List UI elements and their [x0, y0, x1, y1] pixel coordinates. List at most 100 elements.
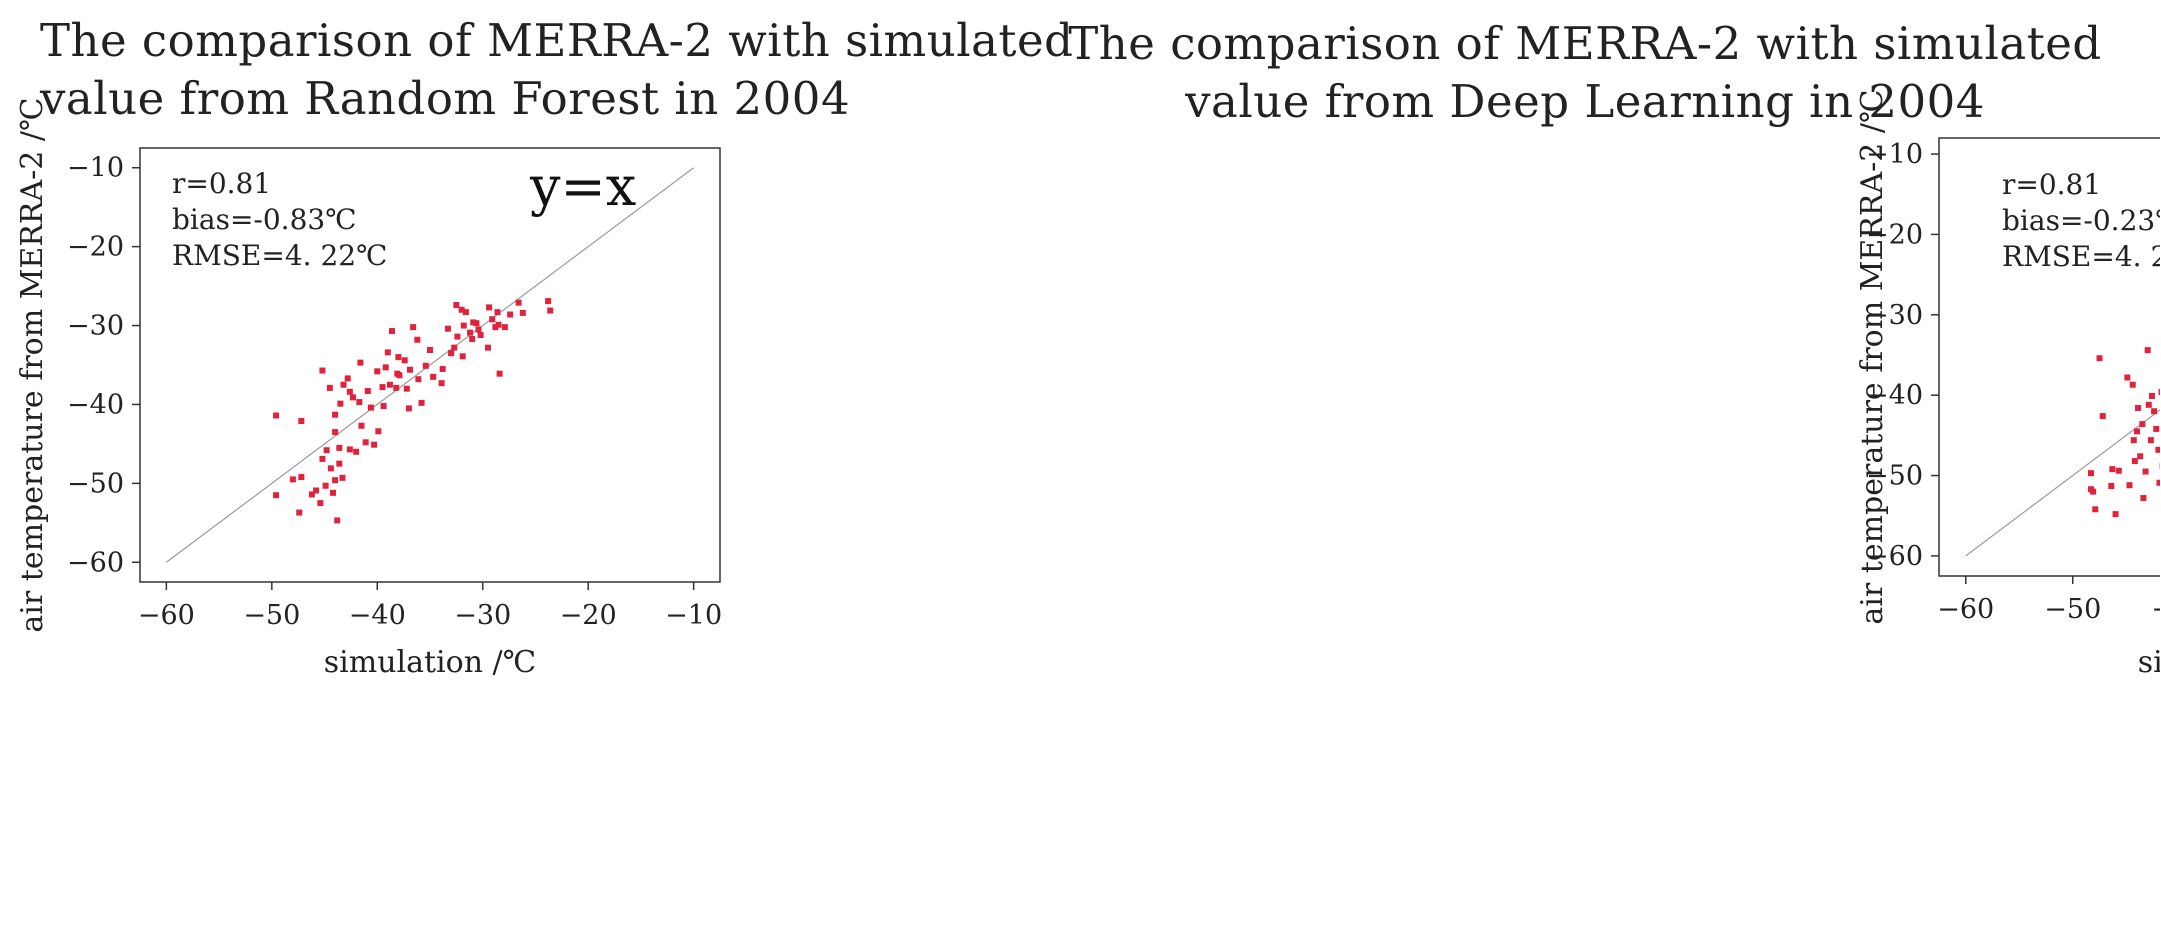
y-axis-label: air temperature from MERRA-2 /℃ [15, 97, 50, 632]
stat-annotation: r=0.81 [172, 167, 271, 200]
y-tick-label: −50 [1866, 461, 1923, 492]
data-point [470, 319, 477, 326]
data-point [386, 381, 393, 388]
data-point [336, 460, 343, 467]
x-tick-label: −20 [560, 600, 617, 631]
data-point [453, 302, 460, 309]
y-tick-label: −40 [67, 389, 124, 420]
y-tick-label: −30 [67, 311, 124, 342]
reference-line-label: y=x [529, 155, 636, 218]
data-point [2130, 437, 2137, 444]
scatter-chart-random-forest: −60 −50 −40 −30 −20 −10 −60 −50 −40 −30 −20 −10 y=x r… [15, 97, 722, 680]
y-tick-label: −60 [1866, 541, 1923, 572]
data-point [357, 359, 364, 366]
data-point [395, 354, 402, 361]
stat-annotation: bias=-0.23℃ [2002, 204, 2160, 237]
x-tick-label: −40 [2151, 594, 2160, 625]
data-point [469, 335, 476, 342]
data-point [439, 365, 446, 372]
data-point [438, 380, 445, 387]
data-point [379, 384, 386, 391]
data-point [519, 309, 526, 316]
plot-frame [139, 147, 721, 583]
reference-line-y-equals-x [166, 167, 694, 563]
data-point [427, 347, 433, 354]
data-point [458, 306, 465, 313]
data-point [289, 476, 296, 483]
data-point [346, 388, 353, 395]
data-point [2099, 413, 2106, 420]
data-point [339, 474, 346, 481]
data-point [462, 309, 469, 316]
y-tick-label: −10 [1866, 139, 1923, 170]
data-point [501, 324, 508, 331]
stat-annotation: r=0.81 [2002, 168, 2101, 201]
data-point [393, 384, 400, 391]
data-point [2155, 446, 2160, 453]
data-point [489, 316, 496, 323]
data-point [336, 444, 343, 451]
y-tick-label: −10 [67, 153, 124, 184]
plot-frame [1938, 137, 2160, 577]
data-point [401, 357, 408, 364]
data-point [353, 448, 360, 455]
data-point [2156, 479, 2160, 486]
data-point [382, 364, 389, 371]
data-point [329, 489, 336, 496]
y-tick-label: −30 [1866, 300, 1923, 331]
data-point [344, 375, 351, 382]
data-point [477, 332, 484, 339]
data-point [418, 399, 425, 406]
x-tick-label: −60 [138, 600, 195, 631]
data-point [2148, 392, 2155, 399]
chart-panel-deep-learning: The comparison of MERRA-2 with simulated… [1068, 0, 2160, 951]
data-point [313, 487, 320, 494]
scatter-chart-deep-learning: −60−50−40−30−20−10−60−50−40−30−20−10y=xr… [1855, 89, 2160, 680]
reference-line-y-equals-x [1965, 409, 2160, 557]
data-point [2139, 421, 2146, 428]
data-point [2090, 488, 2097, 495]
x-tick-label: −60 [1937, 594, 1994, 625]
data-point [327, 465, 334, 472]
data-point [308, 491, 315, 498]
data-point [380, 403, 387, 410]
data-point [430, 373, 437, 380]
data-point [2124, 374, 2131, 381]
chart-title: The comparison of MERRA-2 with simulated… [920, 15, 2161, 131]
data-point [2153, 425, 2160, 432]
data-point [394, 370, 401, 377]
data-point [389, 328, 396, 335]
data-point [332, 477, 339, 484]
y-axis-label: air temperature from MERRA-2 /℃ [1855, 89, 1890, 624]
data-point [2087, 470, 2094, 477]
data-point [2140, 495, 2147, 502]
data-point [367, 404, 374, 411]
data-point [2158, 388, 2160, 395]
data-point [319, 367, 326, 374]
y-tick-label: −60 [67, 547, 124, 578]
data-point [448, 350, 455, 357]
data-point [547, 307, 554, 314]
data-point [410, 324, 417, 331]
stat-annotation: RMSE=4. 22℃ [172, 239, 387, 272]
data-point [2133, 428, 2140, 435]
data-point [371, 441, 378, 448]
data-point [323, 447, 330, 454]
data-point [319, 455, 326, 462]
data-point [495, 321, 502, 328]
data-point [334, 517, 341, 524]
data-point [346, 446, 353, 453]
x-tick-label: −40 [349, 600, 406, 631]
data-point [298, 418, 305, 425]
data-point [2137, 453, 2144, 460]
data-point [414, 336, 421, 343]
data-point [406, 366, 413, 373]
data-point [317, 500, 324, 507]
data-point [2147, 437, 2154, 444]
y-tick-label: −50 [67, 468, 124, 499]
data-point [545, 298, 552, 305]
y-tick-label: −40 [1866, 380, 1923, 411]
chart-title-line-2: value from Random Forest in 2004 [40, 72, 851, 125]
data-point [486, 304, 493, 311]
data-point [2144, 347, 2151, 354]
